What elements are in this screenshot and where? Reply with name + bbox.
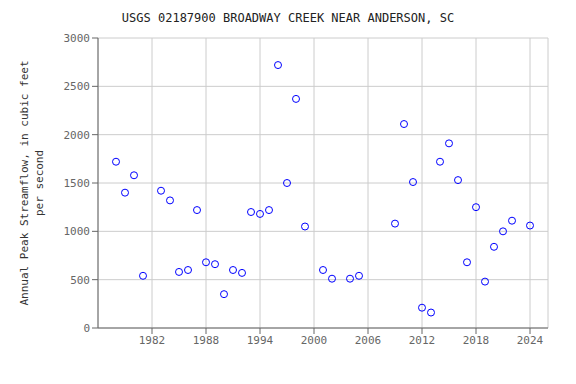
svg-text:500: 500: [70, 274, 90, 287]
svg-text:1500: 1500: [64, 177, 91, 190]
svg-text:3000: 3000: [64, 32, 91, 45]
svg-text:1988: 1988: [193, 334, 220, 347]
svg-text:2000: 2000: [64, 129, 91, 142]
svg-text:Annual Peak Streamflow, in cub: Annual Peak Streamflow, in cubic feetper…: [18, 60, 46, 305]
svg-text:2012: 2012: [409, 334, 436, 347]
svg-text:2006: 2006: [355, 334, 382, 347]
html-text:USGS 02187900 BROADWAY CREEK N: USGS 02187900 BROADWAY CREEK NEAR ANDERS…: [121, 11, 455, 25]
svg-text:1994: 1994: [247, 334, 274, 347]
svg-text:2018: 2018: [463, 334, 490, 347]
svg-text:2024: 2024: [517, 334, 544, 347]
svg-text:1982: 1982: [139, 334, 166, 347]
svg-text:1000: 1000: [64, 225, 91, 238]
svg-text:0: 0: [83, 322, 90, 335]
svg-text:2500: 2500: [64, 80, 91, 93]
svg-text:2000: 2000: [301, 334, 328, 347]
